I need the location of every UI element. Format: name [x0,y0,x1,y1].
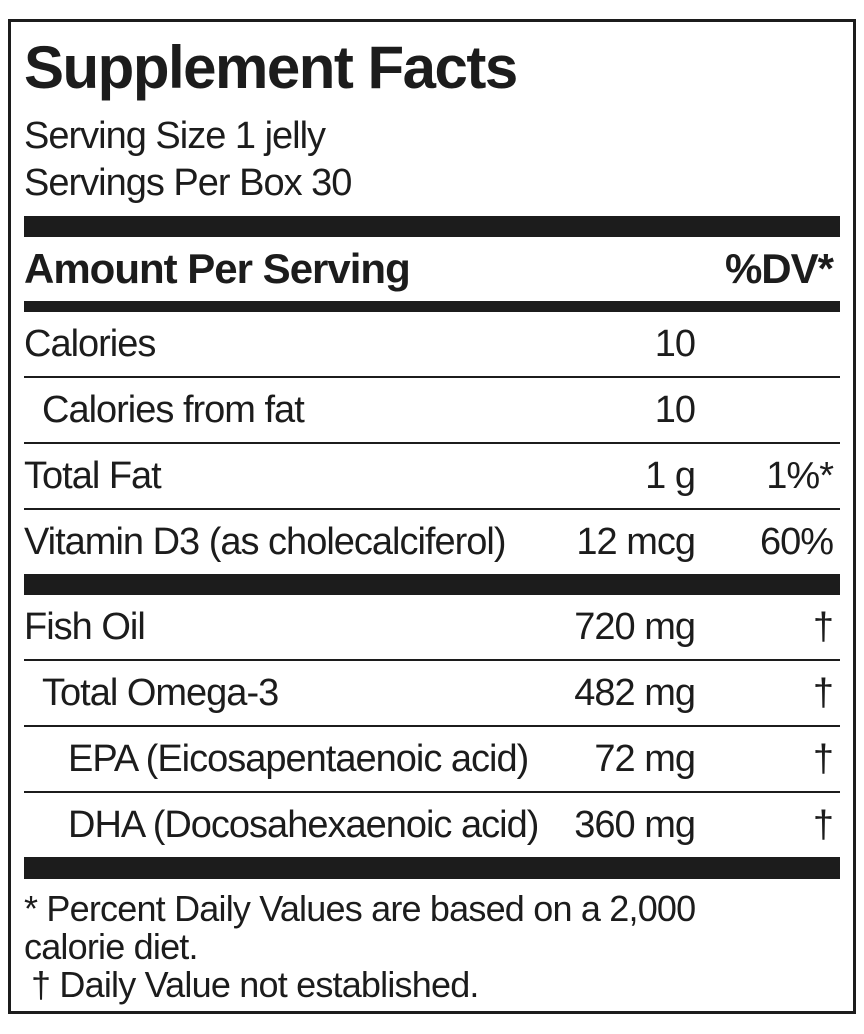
nutrient-name: EPA (Eicosapentaenoic acid) [68,737,529,780]
nutrient-row: Total Fat 1 g 1%* [24,442,840,508]
nutrient-amount: 12 mcg [576,520,696,563]
divider-bar-bottom [24,857,840,879]
row-group: Fish Oil 720 mg † Total Omega-3 482 mg † EPA (… [24,595,840,857]
nutrient-name: Fish Oil [24,605,146,648]
nutrient-daily-value: 60% [759,520,834,563]
nutrient-amount: 1 g [645,454,696,497]
servings-per-box: Servings Per Box 30 [24,162,352,204]
label-header: Supplement Facts Serving Size 1 jelly Se… [24,22,840,216]
nutrient-row: EPA (Eicosapentaenoic acid) 72 mg † [24,725,840,791]
nutrient-row: Fish Oil 720 mg † [24,595,840,659]
footnote-line: * Percent Daily Values are based on a 2,… [24,888,696,929]
nutrient-row: DHA (Docosahexaenoic acid) 360 mg † [24,791,840,857]
footnote-line: † Daily Value not established. [31,964,479,1005]
nutrient-daily-value: † [812,737,834,780]
serving-info: Serving Size 1 jelly Servings Per Box 30 [24,113,840,207]
nutrient-daily-value: 1%* [766,454,834,497]
nutrient-name: Total Fat [24,454,162,497]
column-header-row: Amount Per Serving %DV* [24,237,840,301]
amount-per-serving-header: Amount Per Serving [24,245,411,292]
divider-bar-top [24,216,840,237]
nutrient-daily-value: † [812,605,834,648]
nutrient-name: Total Omega-3 [42,671,279,714]
nutrient-amount: 482 mg [574,671,696,714]
nutrient-amount: 10 [654,322,696,365]
nutrient-rows: Calories 10 Calories from fat 10 Total Fat 1 … [24,312,840,857]
label-title: Supplement Facts [24,34,518,101]
nutrient-name: Calories [24,322,156,365]
divider-bar-section [24,574,840,595]
nutrient-row: Calories from fat 10 [24,376,840,442]
nutrient-name: Calories from fat [42,388,305,431]
nutrient-row: Total Omega-3 482 mg † [24,659,840,725]
nutrient-name: DHA (Docosahexaenoic acid) [68,803,539,846]
footnotes: * Percent Daily Values are based on a 2,… [24,879,840,1004]
row-group: Calories 10 Calories from fat 10 Total Fat 1 … [24,312,840,574]
percent-dv-header: %DV* [724,245,834,292]
nutrient-amount: 720 mg [574,605,696,648]
nutrient-name: Vitamin D3 (as cholecalciferol) [24,520,507,563]
nutrient-daily-value: † [812,803,834,846]
nutrient-row: Vitamin D3 (as cholecalciferol) 12 mcg 60% [24,508,840,574]
nutrient-daily-value: † [812,671,834,714]
nutrient-row: Calories 10 [24,312,840,376]
nutrient-amount: 10 [654,388,696,431]
nutrient-amount: 72 mg [594,737,696,780]
supplement-facts-label: Supplement Facts Serving Size 1 jelly Se… [8,19,856,1014]
divider-bar-under-header [24,301,840,312]
footnote-line: calorie diet. [24,926,199,967]
serving-size: Serving Size 1 jelly [24,115,326,157]
nutrient-amount: 360 mg [574,803,696,846]
